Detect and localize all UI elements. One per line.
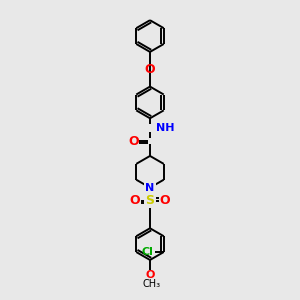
Text: O: O	[145, 63, 155, 76]
Text: N: N	[146, 183, 154, 193]
Text: S: S	[146, 194, 154, 207]
Text: O: O	[129, 135, 140, 148]
Text: Cl: Cl	[142, 247, 154, 257]
Text: O: O	[160, 194, 170, 207]
Text: NH: NH	[156, 123, 174, 133]
Text: CH₃: CH₃	[143, 279, 161, 289]
Text: O: O	[130, 194, 140, 207]
Text: O: O	[145, 270, 155, 280]
